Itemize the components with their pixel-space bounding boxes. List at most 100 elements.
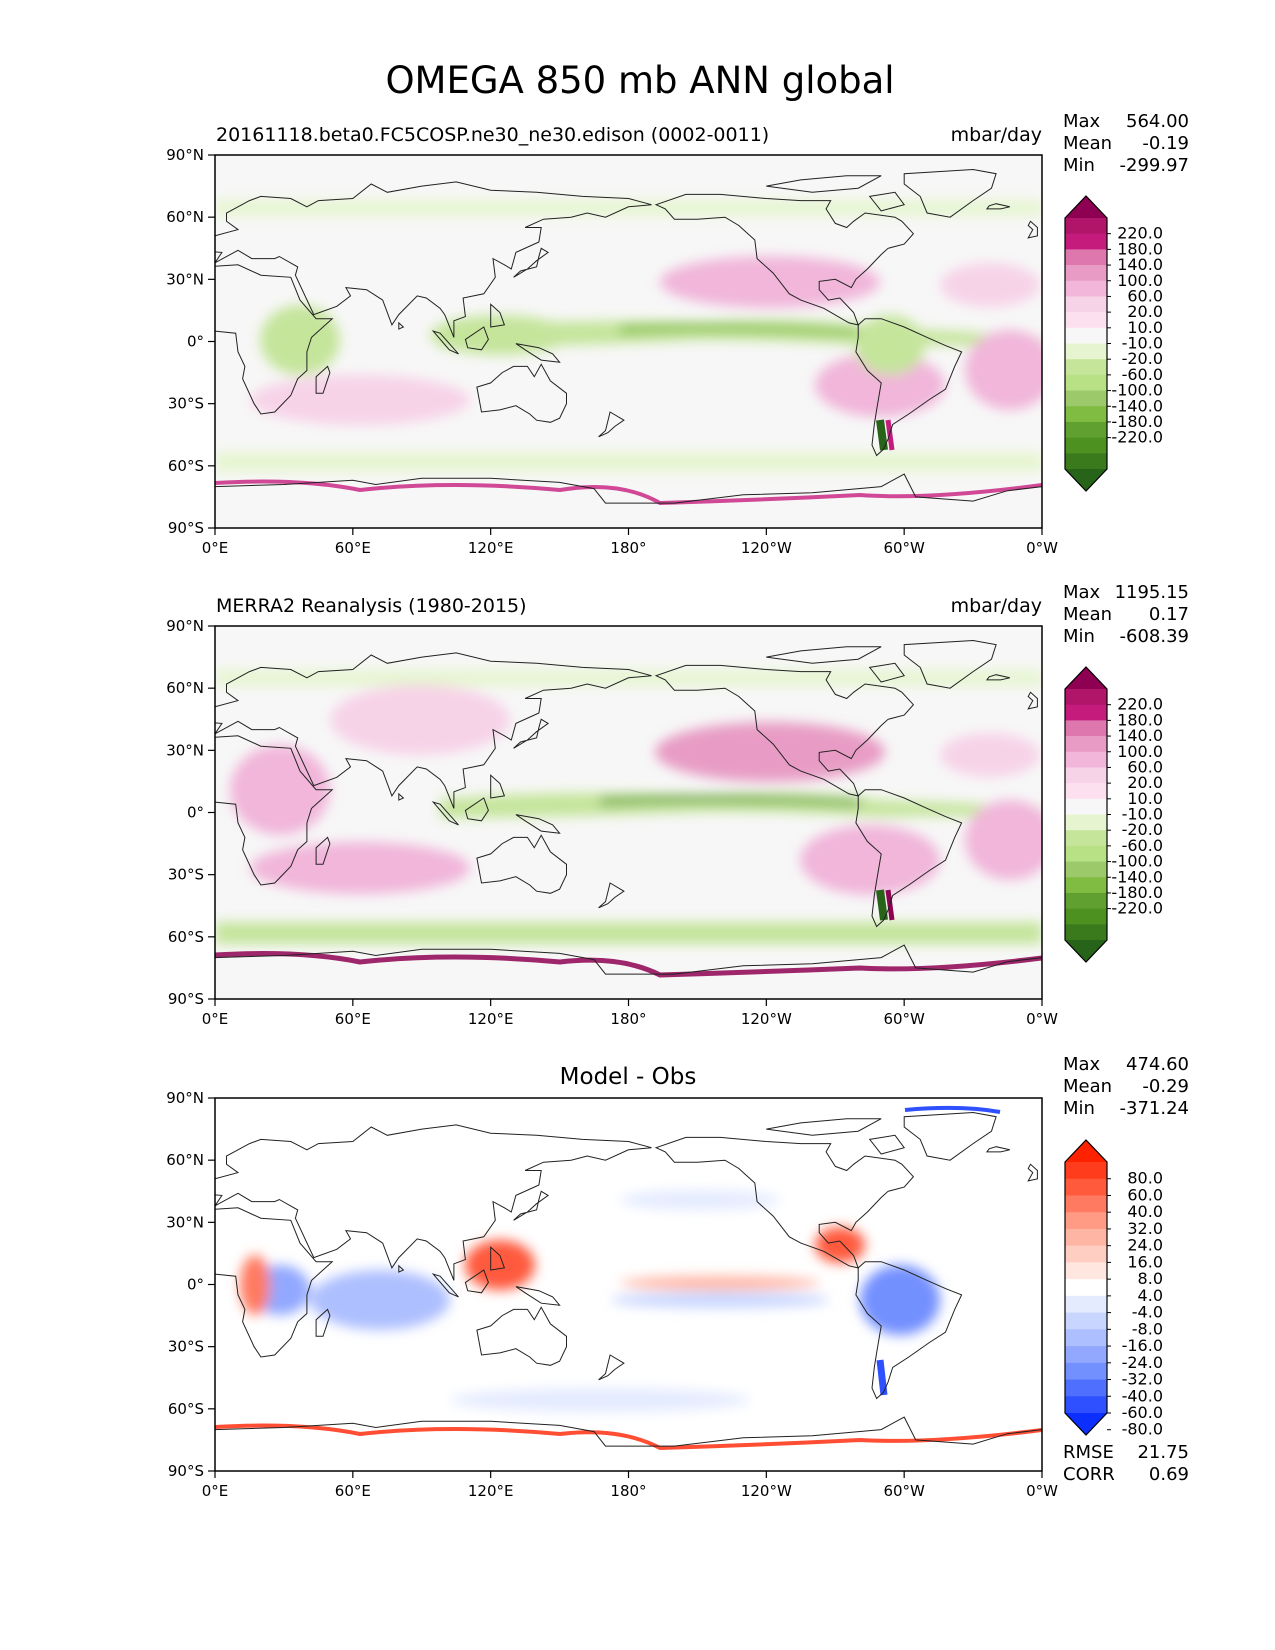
- colorbar-segment: [1065, 437, 1107, 454]
- colorbar-segment: [1065, 767, 1107, 784]
- colorbar-segment: [1065, 1362, 1107, 1381]
- colorbar-segment: [1065, 1295, 1107, 1314]
- colorbar-segment: [1065, 1212, 1107, 1230]
- tropical-pacific-positive: [620, 1276, 820, 1290]
- colorbar-label: -32.0: [1122, 1370, 1163, 1389]
- stat-label: Max: [1063, 111, 1101, 132]
- lon-tick-label: 180°: [610, 539, 646, 557]
- colorbar-segment: [1065, 830, 1107, 847]
- amazon-upward: [855, 315, 925, 375]
- subsidence-south-pacific: [815, 353, 945, 417]
- stat-value: 564.00: [1126, 111, 1189, 132]
- lon-tick-label: 120°E: [468, 539, 514, 557]
- colorbar-segment: [1065, 421, 1107, 439]
- colorbar-label: -20.0: [1122, 349, 1163, 368]
- colorbar-label: -180.0: [1111, 412, 1163, 431]
- subsidence-south-atlantic: [965, 330, 1042, 410]
- lon-tick-label: 0°W: [1026, 539, 1058, 557]
- colorbar-segment: [1065, 704, 1107, 721]
- lat-tick-label: 30°N: [166, 270, 204, 288]
- southern-storm-track: [215, 452, 1042, 472]
- lat-tick-label: 90°N: [166, 146, 204, 164]
- coastline-borneo: [464, 326, 489, 351]
- colorbar-label: -140.0: [1111, 396, 1163, 415]
- colorbar-segment: [1065, 343, 1107, 360]
- coastlines: [215, 1111, 1042, 1471]
- colorbar-label: 20.0: [1127, 773, 1163, 792]
- coastline-new-zealand: [598, 411, 625, 438]
- colorbar-label: 100.0: [1117, 271, 1163, 290]
- stat-label: Min: [1063, 155, 1095, 176]
- lon-tick-label: 0°E: [202, 539, 229, 557]
- panel-reference: MERRA2 Reanalysis (1980-2015) mbar/day: [166, 582, 1189, 1028]
- africa-positive: [240, 1255, 270, 1315]
- colorbar-segment: [1065, 908, 1107, 925]
- coastline-arctic-islands: [766, 646, 882, 664]
- coastline-africa: [215, 1207, 334, 1358]
- colorbar-segment: [1065, 1396, 1107, 1414]
- colorbar-segment: [1065, 689, 1107, 706]
- coastline-new-guinea: [515, 814, 561, 834]
- panel-units: mbar/day: [951, 595, 1042, 617]
- colorbar-segment: [1065, 736, 1107, 753]
- colorbar-segment: [1065, 877, 1107, 894]
- stat-value: -299.97: [1120, 155, 1189, 176]
- colorbar-extend-bottom: [1065, 1413, 1107, 1435]
- subsidence-south-atlantic: [965, 800, 1042, 880]
- lon-tick-label: 60°E: [335, 1010, 371, 1028]
- coastline-greenland: [903, 639, 997, 689]
- coastline-uk: [1027, 220, 1038, 239]
- colorbar-extend-top: [1065, 196, 1107, 218]
- lat-tick-label: 60°N: [166, 208, 204, 226]
- stat-label: Min: [1063, 626, 1095, 647]
- omega-field-shading: [215, 670, 1042, 944]
- africa-upward: [260, 305, 340, 375]
- map-field: [215, 155, 1042, 528]
- itcz-core: [620, 323, 860, 336]
- colorbar-label: 140.0: [1117, 255, 1163, 274]
- coastline-arctic-islands: [766, 1118, 882, 1136]
- coastline-uk: [1027, 691, 1038, 710]
- colorbar-segment: [1065, 1379, 1107, 1397]
- colorbar-segment: [1065, 1162, 1107, 1180]
- panel-model: 20161118.beta0.FC5COSP.ne30_ne30.edison …: [166, 111, 1189, 557]
- subsidence-south-indian: [250, 375, 470, 425]
- maritime-continent-upward: [430, 315, 570, 355]
- colorbar-label: -180.0: [1111, 883, 1163, 902]
- coastline-sri-lanka: [398, 1264, 405, 1273]
- lat-tick-label: 90°N: [166, 617, 204, 635]
- latitude-axis: 90°N 60°N 30°N 0° 30°S 60°S 90°S: [166, 1089, 215, 1480]
- colorbar-label: -40.0: [1122, 1386, 1163, 1405]
- coastline-baffin: [868, 191, 906, 212]
- colorbar-label: -24.0: [1122, 1353, 1163, 1372]
- coastline-eurasia: [215, 652, 652, 809]
- colorbar: 80.060.040.032.024.016.08.04.0-4.0-8.0-1…: [1064, 1139, 1163, 1439]
- subsidence-north-atlantic: [940, 733, 1040, 777]
- coastline-philippines: [490, 1246, 506, 1271]
- stat-value: -0.19: [1142, 133, 1189, 154]
- coastline-new-guinea: [515, 1286, 561, 1306]
- antarctic-edge: [215, 479, 1042, 506]
- north-pacific-negative: [620, 1190, 780, 1210]
- panel-center-title: Model - Obs: [560, 1064, 697, 1090]
- omega-field-shading: [215, 200, 1042, 472]
- stat-value: 0.69: [1149, 1464, 1189, 1485]
- coastline-philippines: [490, 774, 506, 799]
- lat-tick-label: 30°S: [168, 395, 204, 413]
- coastline-north-america: [654, 664, 915, 797]
- colorbar-segment: [1065, 751, 1107, 768]
- antarctic-edge: [215, 951, 1042, 978]
- coastline-uk: [1027, 1163, 1038, 1182]
- andes-diff: [876, 1359, 888, 1396]
- lon-tick-label: 120°W: [741, 1010, 792, 1028]
- colorbar-label: 20.0: [1127, 302, 1163, 321]
- colorbar-label: 24.0: [1127, 1236, 1163, 1255]
- coastline-australia: [476, 363, 567, 423]
- coastline-eurasia: [215, 181, 652, 338]
- coastline-sumatra: [431, 1273, 459, 1298]
- lon-tick-label: 60°W: [883, 1482, 925, 1500]
- lat-tick-label: 90°S: [168, 990, 204, 1008]
- stat-value: 1195.15: [1115, 582, 1189, 603]
- coastline-iceland: [985, 1146, 1010, 1153]
